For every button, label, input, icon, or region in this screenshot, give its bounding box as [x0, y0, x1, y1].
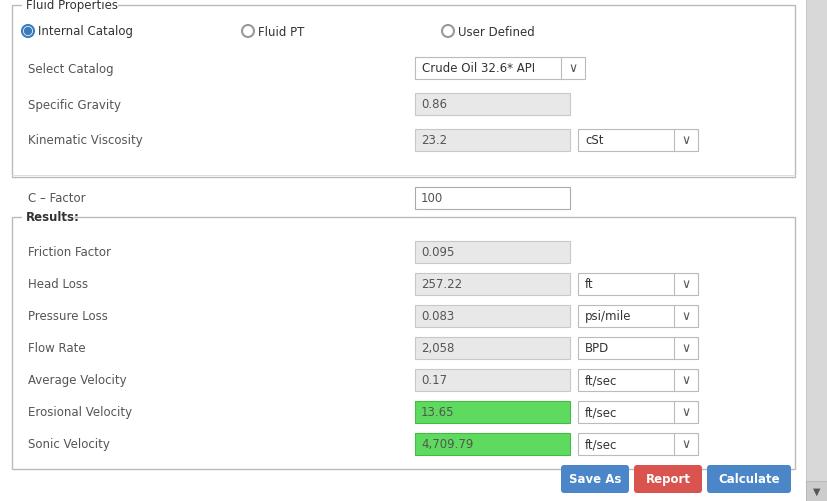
- Text: 0.095: 0.095: [420, 246, 454, 259]
- Text: 257.22: 257.22: [420, 278, 461, 291]
- Text: Results:: Results:: [26, 211, 79, 224]
- Text: Friction Factor: Friction Factor: [28, 246, 111, 259]
- FancyBboxPatch shape: [633, 465, 701, 493]
- Text: Internal Catalog: Internal Catalog: [38, 26, 133, 39]
- Text: Head Loss: Head Loss: [28, 278, 88, 291]
- Bar: [414, 94, 569, 116]
- Circle shape: [241, 26, 254, 38]
- Bar: [577, 401, 697, 423]
- Text: ft/sec: ft/sec: [585, 374, 617, 387]
- Text: Calculate: Calculate: [717, 472, 779, 485]
- Bar: [414, 401, 569, 423]
- Bar: [414, 188, 569, 209]
- Text: ∨: ∨: [681, 310, 690, 323]
- Text: Pressure Loss: Pressure Loss: [28, 310, 108, 323]
- Bar: [414, 306, 569, 327]
- Text: ∨: ∨: [681, 342, 690, 355]
- Bar: [414, 274, 569, 296]
- Text: C – Factor: C – Factor: [28, 192, 85, 205]
- Bar: [22, 211, 74, 224]
- Bar: [577, 274, 697, 296]
- Text: ft/sec: ft/sec: [585, 406, 617, 419]
- Bar: [414, 433, 569, 455]
- Text: Fluid PT: Fluid PT: [258, 26, 304, 39]
- Text: Save As: Save As: [568, 472, 620, 485]
- Text: Specific Gravity: Specific Gravity: [28, 98, 121, 111]
- Bar: [414, 369, 569, 391]
- Text: BPD: BPD: [585, 342, 609, 355]
- Text: 13.65: 13.65: [420, 406, 454, 419]
- Text: 0.17: 0.17: [420, 374, 447, 387]
- Text: 0.083: 0.083: [420, 310, 454, 323]
- Bar: [577, 433, 697, 455]
- Text: Average Velocity: Average Velocity: [28, 374, 127, 387]
- Text: Flow Rate: Flow Rate: [28, 342, 85, 355]
- Text: 0.86: 0.86: [420, 98, 447, 111]
- FancyBboxPatch shape: [561, 465, 629, 493]
- Bar: [12, 6, 794, 178]
- Text: ∨: ∨: [568, 63, 577, 75]
- Bar: [414, 337, 569, 359]
- Bar: [805, 0, 827, 501]
- Text: ▼: ▼: [812, 486, 820, 496]
- Text: User Defined: User Defined: [457, 26, 534, 39]
- Bar: [414, 241, 569, 264]
- Text: 4,709.79: 4,709.79: [420, 438, 473, 450]
- Bar: [577, 337, 697, 359]
- Text: 23.2: 23.2: [420, 134, 447, 147]
- Text: ∨: ∨: [681, 278, 690, 291]
- Bar: [414, 58, 585, 80]
- Bar: [22, 0, 118, 13]
- Bar: [577, 306, 697, 327]
- Bar: [414, 130, 569, 152]
- Text: ∨: ∨: [681, 438, 690, 450]
- Text: Kinematic Viscosity: Kinematic Viscosity: [28, 134, 142, 147]
- Text: psi/mile: psi/mile: [585, 310, 631, 323]
- Text: ∨: ∨: [681, 406, 690, 419]
- Bar: [12, 217, 794, 469]
- Text: 100: 100: [420, 192, 442, 205]
- Text: Crude Oil 32.6* API: Crude Oil 32.6* API: [422, 63, 534, 75]
- Text: ∨: ∨: [681, 134, 690, 147]
- Text: Fluid Properties: Fluid Properties: [26, 0, 118, 13]
- Text: 2,058: 2,058: [420, 342, 454, 355]
- Text: ∨: ∨: [681, 374, 690, 387]
- Text: Select Catalog: Select Catalog: [28, 63, 113, 75]
- Circle shape: [442, 26, 453, 38]
- Text: cSt: cSt: [585, 134, 603, 147]
- Text: Sonic Velocity: Sonic Velocity: [28, 438, 110, 450]
- Text: Report: Report: [645, 472, 690, 485]
- Bar: [805, 481, 827, 501]
- FancyBboxPatch shape: [706, 465, 790, 493]
- Circle shape: [22, 26, 34, 38]
- Text: ft: ft: [585, 278, 593, 291]
- Bar: [577, 130, 697, 152]
- Text: ft/sec: ft/sec: [585, 438, 617, 450]
- Circle shape: [25, 29, 31, 36]
- Text: Erosional Velocity: Erosional Velocity: [28, 406, 132, 419]
- Bar: [577, 369, 697, 391]
